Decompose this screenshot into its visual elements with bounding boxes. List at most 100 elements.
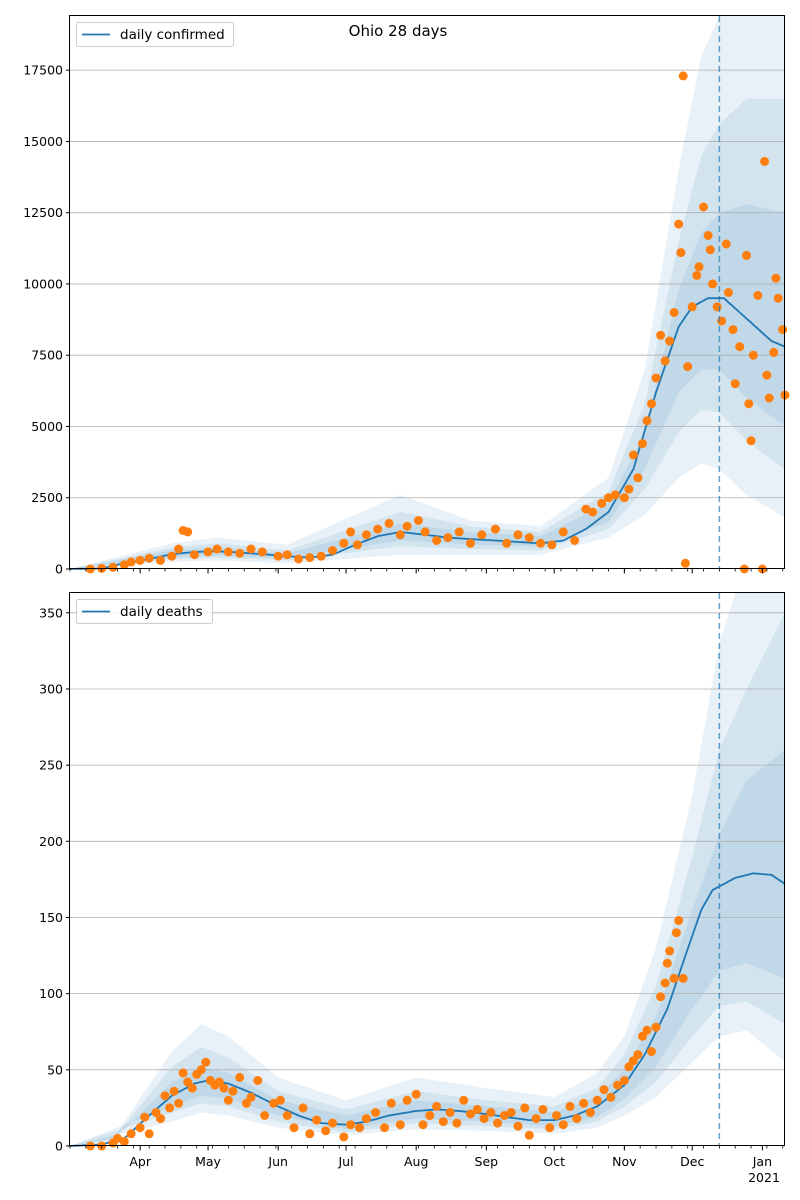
confirmed-observed-point: [699, 202, 708, 212]
deaths-observed-point: [671, 928, 681, 938]
deaths-observed-point: [642, 1025, 652, 1035]
confirmed-observed-point: [282, 550, 292, 560]
confirmed-observed-point: [669, 308, 679, 317]
confirmed-axes-frame: [69, 15, 785, 569]
deaths-points-layer: [85, 916, 688, 1151]
deaths-y-tick-label: 200: [39, 834, 63, 849]
deaths-panel: 0 50 100 150 200 250 300 350 Apr May Jun Jul Aug Sep…: [39, 592, 786, 1185]
deaths-observed-point: [452, 1118, 462, 1128]
confirmed-observed-point: [339, 538, 349, 548]
confirmed-observed-point: [676, 248, 686, 258]
deaths-observed-point: [499, 1111, 509, 1120]
x-tick-label: May: [195, 1154, 221, 1169]
deaths-observed-point: [178, 1068, 188, 1078]
deaths-observed-point: [613, 1080, 623, 1090]
confirmed-observed-point: [610, 490, 620, 500]
confirmed-observed-point: [597, 498, 607, 508]
deaths-observed-point: [169, 1086, 179, 1096]
deaths-observed-point: [524, 1130, 534, 1140]
confirmed-observed-point: [581, 504, 591, 514]
x-tick-label: Jan: [752, 1154, 772, 1169]
confirmed-observed-point: [432, 536, 442, 545]
confirmed-points-layer: [85, 71, 790, 574]
confirmed-observed-point: [420, 527, 430, 537]
deaths-y-tick-label: 250: [39, 758, 63, 773]
deaths-observed-point: [312, 1115, 322, 1125]
confirmed-observed-point: [760, 156, 770, 166]
x-tick-label: Dec: [680, 1154, 704, 1169]
confirmed-observed-point: [203, 547, 213, 557]
confirmed-grid: [70, 69, 785, 499]
confirmed-observed-point: [753, 290, 763, 300]
confirmed-observed-point: [246, 544, 256, 554]
confirmed-observed-point: [705, 245, 715, 255]
deaths-observed-point: [506, 1108, 516, 1117]
deaths-observed-point: [380, 1123, 389, 1133]
deaths-observed-point: [674, 916, 684, 925]
deaths-observed-point: [361, 1114, 371, 1124]
confirmed-observed-point: [619, 493, 629, 503]
deaths-observed-point: [346, 1120, 356, 1130]
confirmed-observed-point: [135, 555, 145, 565]
confirmed-observed-point: [413, 516, 423, 525]
confirmed-observed-point: [769, 347, 779, 357]
confirmed-panel: 0 2500 5000 7500 10000 12500 15000 17500 daily …: [23, 15, 790, 577]
confirmed-observed-point: [703, 231, 713, 240]
confirmed-observed-point: [742, 250, 751, 260]
deaths-observed-point: [479, 1114, 489, 1124]
confirmed-observed-point: [683, 362, 693, 372]
confirmed-y-tick-label: 15000: [23, 134, 63, 149]
confirmed-band-middle: [70, 98, 785, 569]
deaths-observed-point: [228, 1086, 238, 1096]
deaths-observed-point: [660, 978, 670, 988]
confirmed-observed-point: [723, 288, 733, 297]
deaths-observed-point: [246, 1092, 256, 1102]
confirmed-observed-point: [660, 356, 670, 366]
x-tick-label: Jun: [267, 1154, 288, 1169]
deaths-observed-point: [585, 1108, 595, 1117]
confirmed-legend-label: daily confirmed: [120, 27, 225, 43]
deaths-observed-point: [355, 1123, 365, 1133]
confirmed-observed-point: [694, 262, 704, 272]
confirmed-observed-point: [633, 473, 643, 483]
deaths-observed-point: [328, 1118, 337, 1128]
confirmed-observed-point: [638, 439, 647, 449]
confirmed-observed-point: [361, 530, 371, 540]
deaths-y-tick-label: 300: [39, 681, 63, 696]
deaths-observed-point: [126, 1129, 136, 1139]
deaths-observed-point: [201, 1057, 211, 1067]
x-tick-label: Nov: [612, 1154, 637, 1169]
deaths-observed-point: [119, 1136, 129, 1146]
deaths-observed-point: [174, 1098, 184, 1108]
confirmed-observed-point: [119, 560, 129, 570]
confirmed-observed-point: [687, 302, 697, 312]
confirmed-observed-point: [558, 527, 568, 537]
x-year-label: 2021: [748, 1170, 780, 1185]
deaths-observed-point: [223, 1095, 233, 1105]
deaths-observed-point: [472, 1104, 482, 1114]
confirmed-observed-point: [536, 538, 546, 548]
confirmed-observed-point: [665, 336, 675, 346]
confirmed-observed-point: [235, 548, 245, 558]
deaths-axes-frame: [69, 592, 785, 1146]
confirmed-observed-point: [570, 536, 580, 545]
deaths-observed-point: [140, 1112, 150, 1122]
confirmed-observed-point: [294, 554, 303, 564]
deaths-observed-point: [633, 1050, 643, 1060]
deaths-observed-point: [160, 1091, 170, 1101]
deaths-observed-point: [196, 1065, 206, 1075]
deaths-observed-point: [187, 1083, 197, 1093]
deaths-observed-point: [565, 1101, 575, 1111]
confirmed-observed-point: [524, 533, 534, 543]
confirmed-observed-point: [402, 521, 412, 531]
confirmed-observed-point: [628, 450, 638, 460]
confirmed-y-tick-label: 17500: [23, 63, 63, 78]
confirmed-observed-point: [305, 553, 315, 563]
confirmed-y-tick-label: 7500: [31, 348, 63, 363]
deaths-observed-point: [606, 1092, 616, 1102]
deaths-observed-point: [411, 1089, 421, 1099]
confirmed-observed-point: [717, 316, 727, 326]
confirmed-observed-point: [352, 540, 362, 550]
confirmed-observed-point: [189, 550, 199, 560]
confirmed-observed-point: [771, 273, 781, 283]
